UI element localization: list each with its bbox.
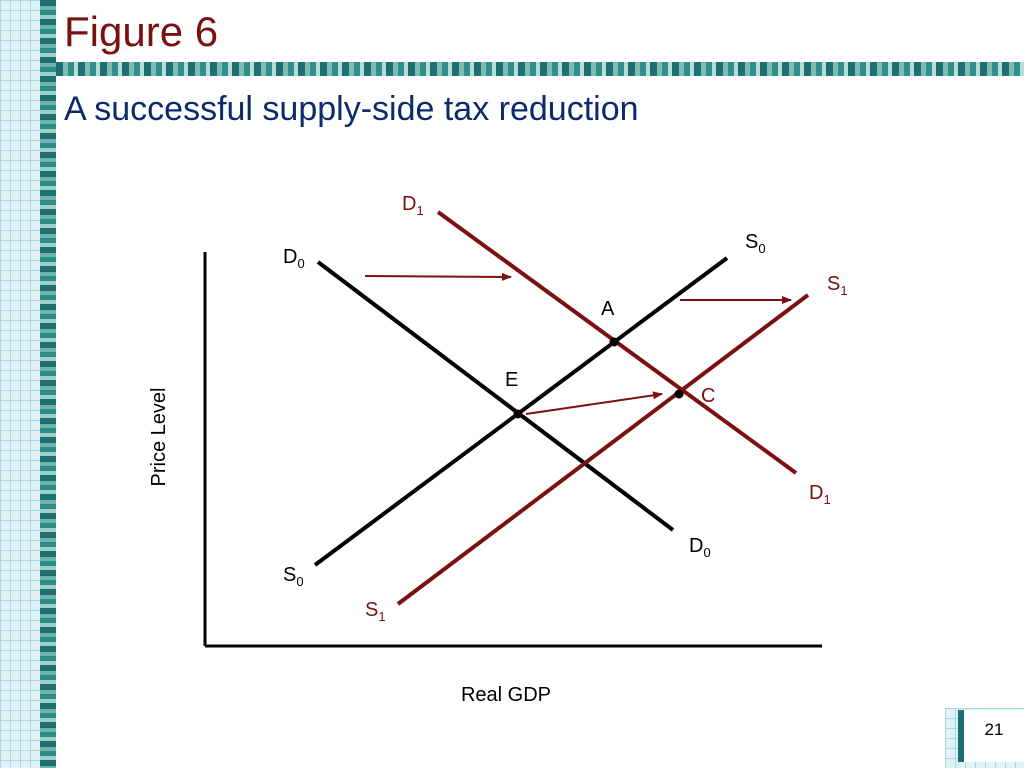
label-d0-bottom: D0 bbox=[689, 535, 711, 560]
label-s0-top: S0 bbox=[745, 231, 766, 256]
x-axis-label: Real GDP bbox=[461, 684, 551, 706]
y-axis-label: Price Level bbox=[148, 388, 170, 487]
page-number: 21 bbox=[958, 710, 1024, 762]
label-s1-bottom: S1 bbox=[365, 599, 386, 624]
label-s1-top: S1 bbox=[827, 273, 848, 298]
demand-curve-d0 bbox=[316, 260, 675, 532]
point-c-dot bbox=[674, 389, 684, 399]
slide-title: Figure 6 bbox=[64, 8, 219, 55]
point-e-dot bbox=[513, 409, 523, 419]
point-a-label: A bbox=[601, 298, 615, 320]
point-a-dot bbox=[609, 337, 619, 347]
point-e-label: E bbox=[505, 369, 518, 391]
decorative-left-strip bbox=[0, 0, 56, 768]
point-c-label: C bbox=[701, 385, 715, 407]
header-area bbox=[56, 0, 1024, 62]
label-d1-bottom: D1 bbox=[809, 482, 831, 507]
decorative-title-rule bbox=[56, 62, 1024, 76]
label-s0-bottom: S0 bbox=[283, 564, 304, 589]
supply-curve-s1 bbox=[396, 293, 810, 606]
equilibrium-move-arrow bbox=[525, 391, 663, 415]
slide-subtitle: A successful supply-side tax reduction bbox=[64, 90, 639, 128]
demand-shift-arrow bbox=[364, 272, 512, 281]
label-d0-top: D0 bbox=[283, 246, 305, 271]
label-d1-top: D1 bbox=[402, 193, 424, 218]
decorative-marble-band bbox=[40, 0, 56, 768]
